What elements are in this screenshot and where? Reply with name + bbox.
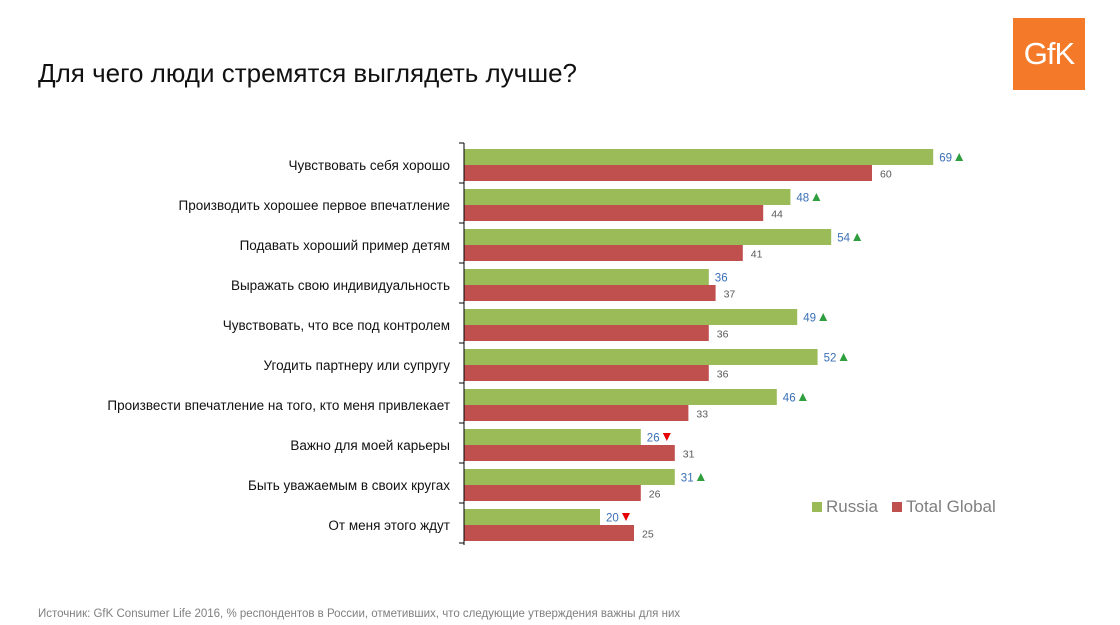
bar-global [464, 325, 709, 341]
value-label-global: 37 [724, 289, 736, 301]
value-label-global: 31 [683, 449, 695, 461]
value-label-russia: 54 [837, 233, 850, 245]
category-label: Произвести впечатление на того, кто меня… [107, 398, 450, 413]
value-label-russia: 36 [715, 273, 728, 285]
value-label-russia: 31 [681, 473, 694, 485]
bar-russia [464, 189, 791, 205]
value-label-russia: 46 [783, 393, 796, 405]
value-label-global: 41 [751, 249, 763, 261]
category-label: От меня этого ждут [328, 518, 450, 533]
bar-global [464, 485, 641, 501]
value-label-global: 36 [717, 329, 729, 341]
value-label-global: 26 [649, 489, 661, 501]
category-label: Чувствовать, что все под контролем [223, 318, 450, 333]
bar-russia [464, 149, 934, 165]
gfk-logo: GfK [1013, 18, 1085, 90]
increase-marker-icon [839, 353, 848, 361]
value-label-global: 36 [717, 369, 729, 381]
bar-russia [464, 269, 709, 285]
bar-russia [464, 509, 600, 525]
increase-marker-icon [696, 473, 705, 481]
bar-russia [464, 229, 832, 245]
value-label-russia: 20 [606, 513, 619, 525]
increase-marker-icon [819, 313, 828, 321]
increase-marker-icon [812, 193, 821, 201]
increase-marker-icon [955, 153, 964, 161]
value-label-russia: 48 [796, 193, 809, 205]
value-label-russia: 52 [824, 353, 837, 365]
increase-marker-icon [853, 233, 862, 241]
bar-russia [464, 349, 818, 365]
category-label: Производить хорошее первое впечатление [179, 198, 450, 213]
bar-russia [464, 469, 675, 485]
legend-label-global: Total Global [906, 497, 996, 516]
page-title: Для чего люди стремятся выглядеть лучше? [38, 58, 578, 88]
category-label: Подавать хороший пример детям [240, 238, 450, 253]
bar-russia [464, 429, 641, 445]
bar-global [464, 165, 872, 181]
category-label: Выражать свою индивидуальность [231, 278, 450, 293]
bar-global [464, 245, 743, 261]
value-label-russia: 69 [939, 153, 952, 165]
bar-russia [464, 389, 777, 405]
decrease-marker-icon [662, 433, 671, 441]
bar-global [464, 405, 689, 421]
value-label-russia: 26 [647, 433, 660, 445]
value-label-global: 33 [696, 409, 708, 421]
category-label: Важно для моей карьеры [290, 438, 450, 453]
value-label-russia: 49 [803, 313, 816, 325]
legend-swatch-global [892, 502, 902, 512]
legend-label-russia: Russia [826, 497, 879, 516]
value-label-global: 60 [880, 169, 892, 181]
value-label-global: 25 [642, 529, 654, 541]
bar-global [464, 285, 716, 301]
bar-russia [464, 309, 798, 325]
decrease-marker-icon [622, 513, 630, 521]
bar-global [464, 205, 764, 221]
increase-marker-icon [798, 393, 807, 401]
value-label-global: 44 [771, 209, 783, 221]
legend-swatch-russia [812, 502, 822, 512]
bar-global [464, 445, 675, 461]
bar-chart: Чувствовать себя хорошо 69 60 Производить х… [107, 142, 996, 545]
category-label: Чувствовать себя хорошо [289, 158, 451, 173]
bar-global [464, 365, 709, 381]
bar-global [464, 525, 634, 541]
category-label: Быть уважаемым в своих кругах [248, 478, 450, 493]
category-label: Угодить партнеру или супругу [263, 358, 450, 373]
source-note: Источник: GfK Consumer Life 2016, % респ… [38, 608, 681, 620]
